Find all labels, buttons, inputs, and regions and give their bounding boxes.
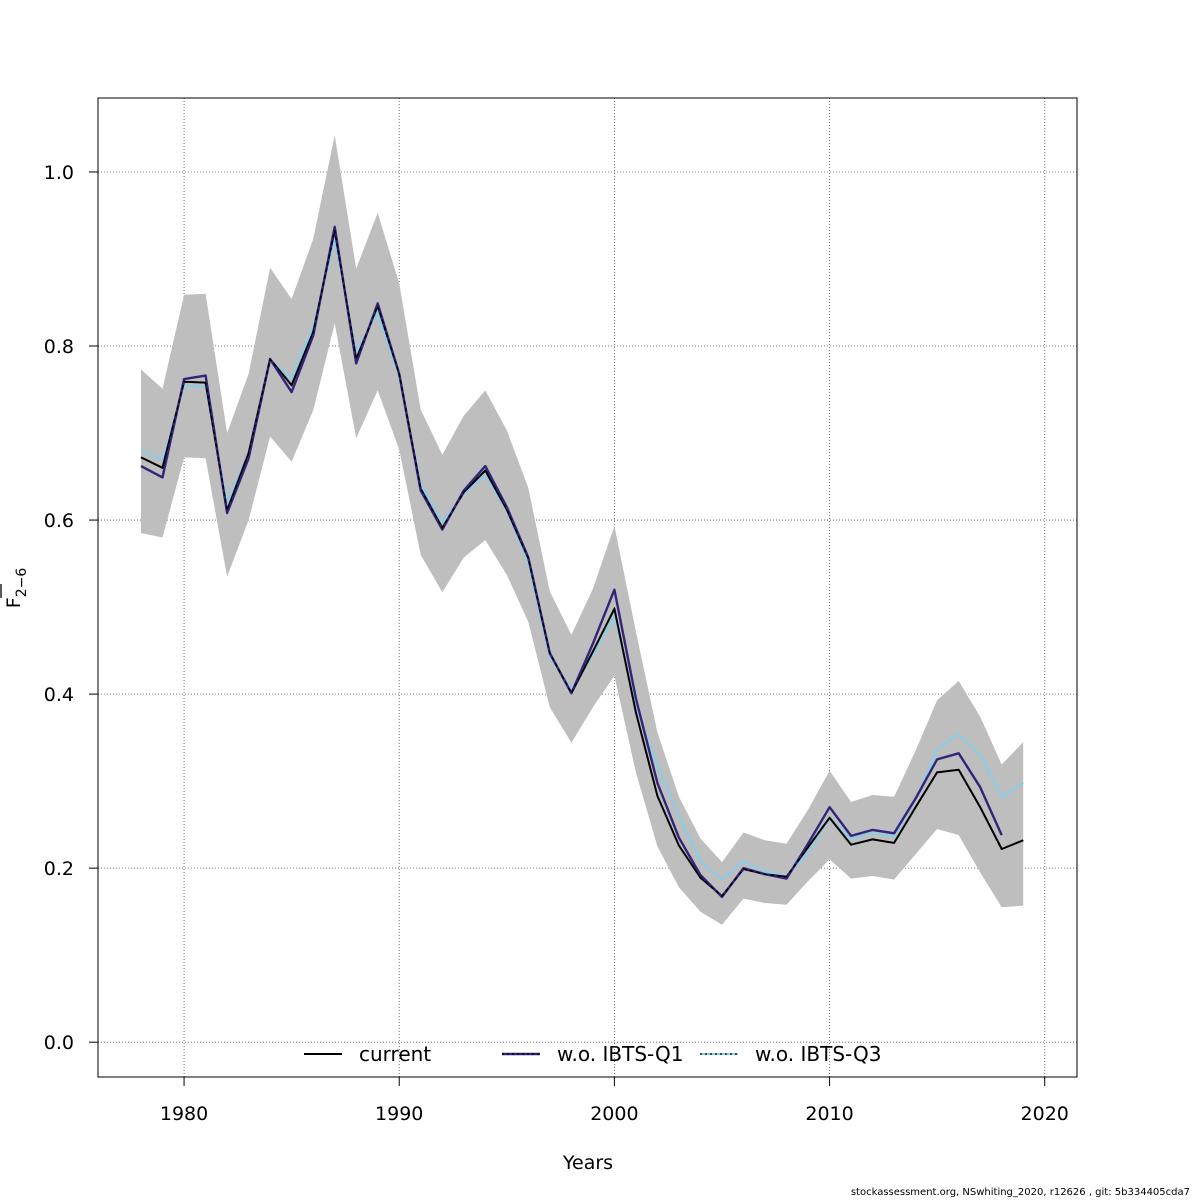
x-tick-label: 2010 <box>805 1103 853 1125</box>
y-axis: 0.0 0.2 0.4 0.6 0.8 1.0 <box>44 162 99 1054</box>
legend-label-1: w.o. IBTS-Q1 <box>557 1042 683 1066</box>
footer-credit: stockassessment.org, NSwhiting_2020, r12… <box>850 1187 1190 1198</box>
confidence-band <box>141 135 1024 925</box>
x-axis-title: Years <box>562 1152 613 1174</box>
series-lines-layer <box>140 225 1024 899</box>
svg-text:F2−6: F2−6 <box>3 568 30 609</box>
y-tick-label: 0.4 <box>44 684 74 706</box>
y-tick-label: 0.8 <box>44 336 74 358</box>
y-axis-title: F2−6 <box>0 568 30 609</box>
x-tick-label: 1980 <box>160 1103 208 1125</box>
series-line-1 <box>140 225 1003 899</box>
confidence-band-layer <box>141 135 1024 925</box>
legend-label-0: current <box>359 1042 431 1066</box>
y-tick-label: 0.0 <box>44 1032 74 1054</box>
y-axis-title-subscript: 2−6 <box>14 568 30 598</box>
y-tick-label: 0.2 <box>44 858 74 880</box>
series-line-0-overlay <box>140 230 1024 898</box>
x-tick-label: 1990 <box>375 1103 423 1125</box>
x-axis: 1980 1990 2000 2010 2020 <box>160 1076 1069 1125</box>
legend-label-2: w.o. IBTS-Q3 <box>755 1042 881 1066</box>
y-tick-label: 1.0 <box>44 162 74 184</box>
x-tick-label: 2000 <box>590 1103 638 1125</box>
grid-lines <box>98 98 1077 1077</box>
y-axis-title-main: F <box>3 597 25 608</box>
y-tick-label: 0.6 <box>44 510 74 532</box>
legend: current w.o. IBTS-Q1 w.o. IBTS-Q3 <box>304 1042 881 1066</box>
plot-frame <box>97 97 1078 1078</box>
x-tick-label: 2020 <box>1021 1103 1069 1125</box>
